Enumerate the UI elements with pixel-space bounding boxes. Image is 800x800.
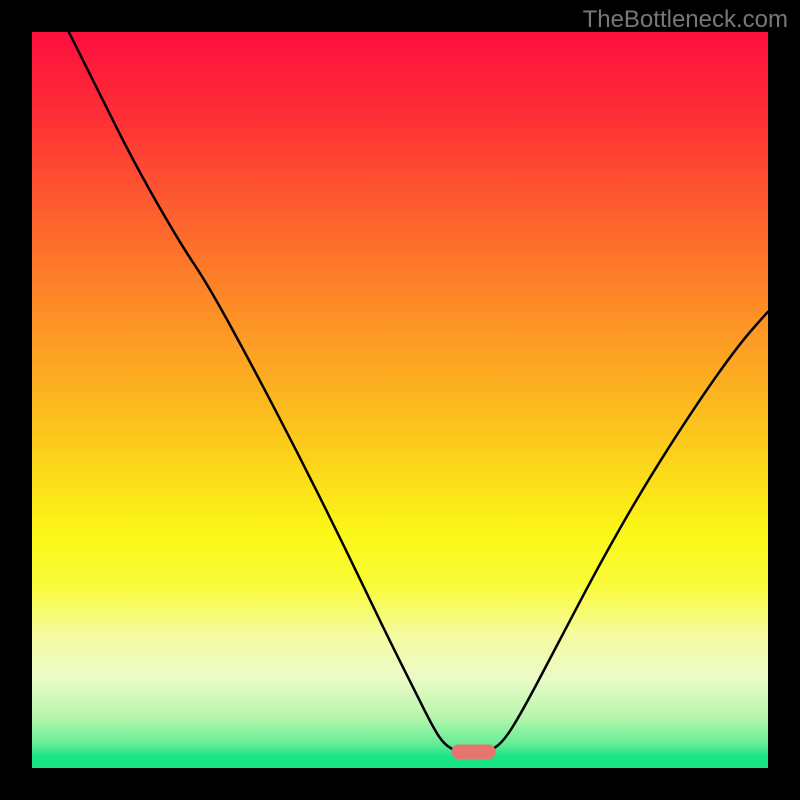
optimal-marker — [452, 744, 496, 759]
plot-svg — [32, 32, 768, 768]
plot-area — [32, 32, 768, 768]
gradient-background — [32, 32, 768, 768]
watermark-label: TheBottleneck.com — [583, 6, 788, 34]
stage: TheBottleneck.com — [0, 0, 800, 800]
